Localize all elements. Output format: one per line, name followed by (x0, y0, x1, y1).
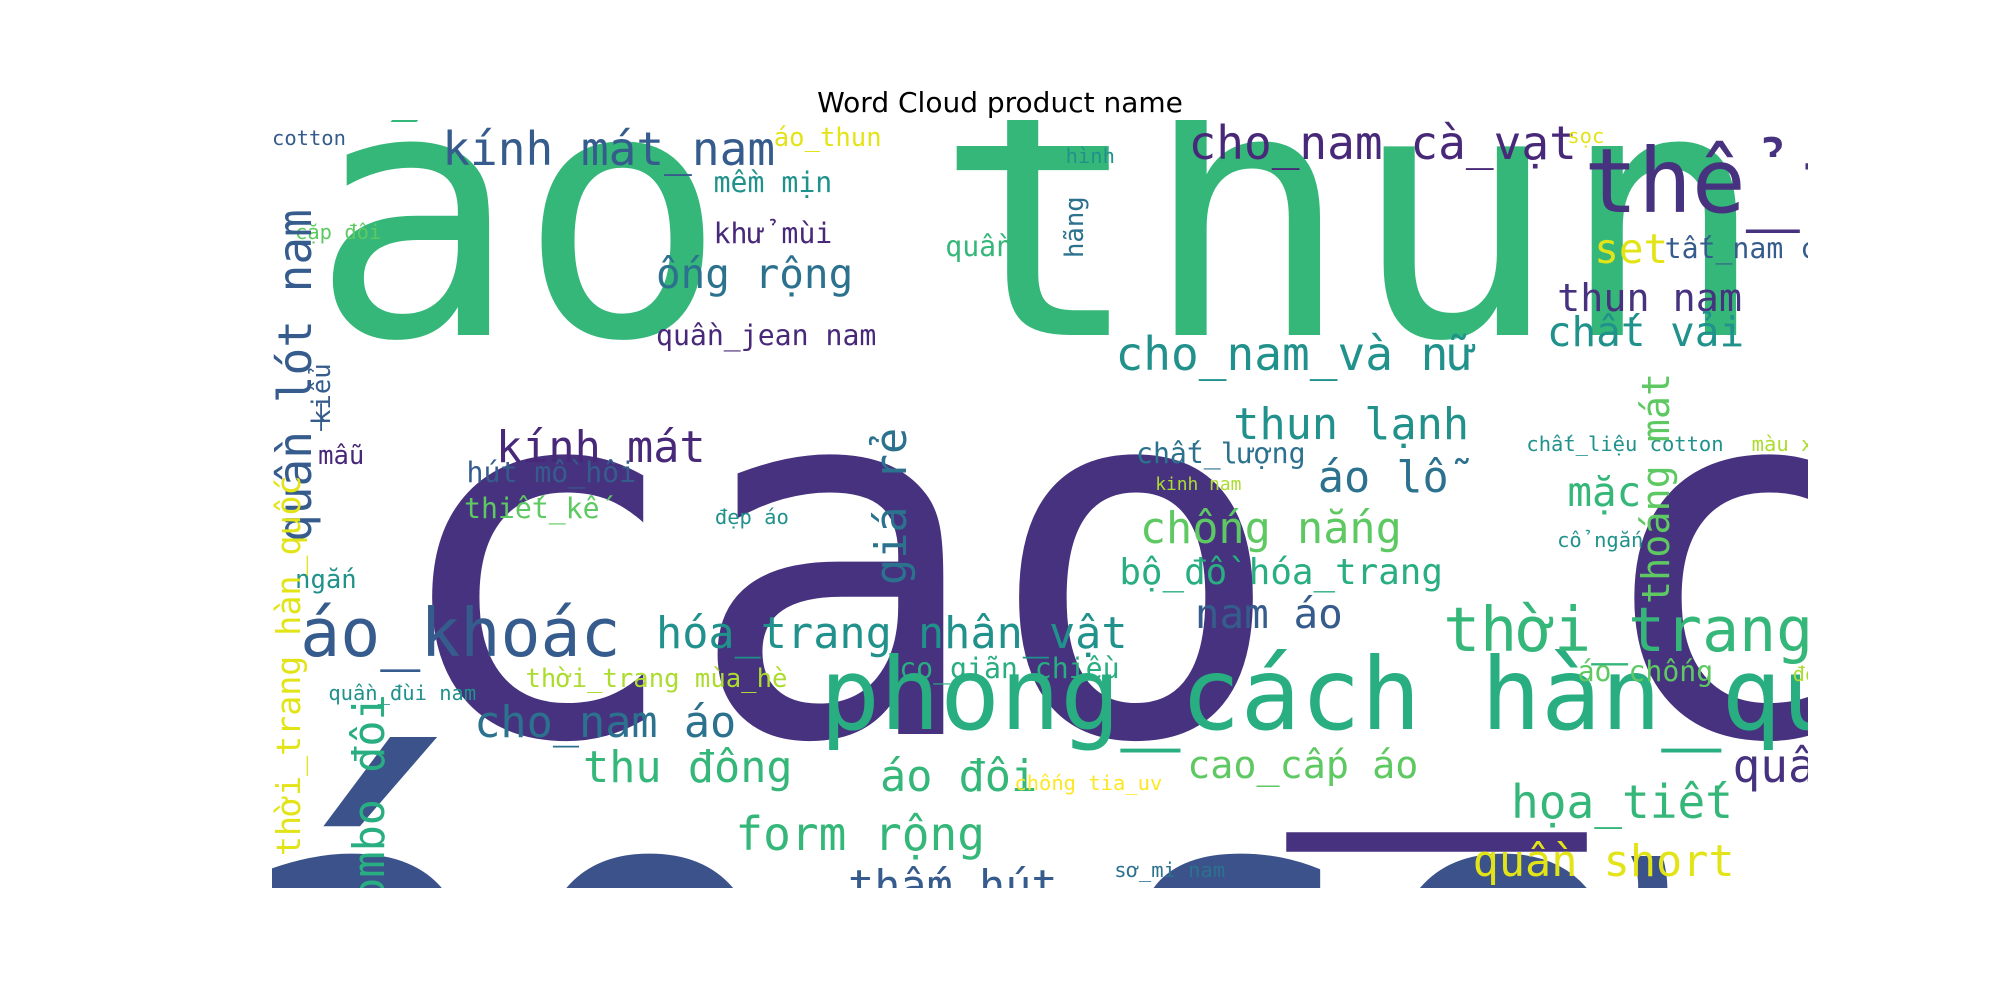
cloud-word: thiết_kế (464, 492, 600, 526)
cloud-word: quần short (1472, 836, 1735, 887)
cloud-word: form rộng (735, 807, 986, 862)
cloud-word: cao_cấp áo (1187, 743, 1419, 789)
cloud-word: sọc (1567, 124, 1605, 149)
cloud-word: đôi nam_nữ (1792, 662, 1808, 686)
cloud-word: khử mùi (713, 216, 833, 250)
cloud-word: nam áo (1194, 589, 1343, 638)
cloud-word: set (1594, 224, 1669, 273)
cloud-word: ngắn (295, 565, 357, 595)
cloud-word: bộ_đồ hóa_trang (1119, 552, 1443, 594)
cloud-word: thoáng mát (1633, 372, 1679, 604)
cloud-word: kính mát (496, 423, 706, 474)
cloud-word: áo_thun (773, 123, 882, 154)
cloud-word: thấm hút (848, 862, 1058, 888)
cloud-word: tất_nam cổ (1664, 232, 1808, 266)
cloud-word: thời_trang mùa_hè (525, 663, 788, 694)
cloud-word: thun lạnh (1233, 400, 1470, 451)
cloud-word: cho_nam cà_vạt (1188, 120, 1577, 170)
chart-title: Word Cloud product name (817, 86, 1183, 119)
cloud-word: cổ ngắn (1557, 527, 1644, 552)
cloud-word: màu xanh (1751, 431, 1808, 456)
cloud-word: kính mát_nam (442, 122, 776, 177)
cloud-word: cotton (272, 125, 346, 150)
cloud-word: áo đôi (880, 752, 1038, 803)
cloud-word: chất vải (1546, 308, 1745, 356)
cloud-word: thun nam (1557, 276, 1743, 321)
cloud-word: áo lỗ (1317, 452, 1449, 503)
cloud-word: chống tia_uv (1014, 770, 1163, 795)
cloud-word: quần_đùi nam (328, 681, 477, 706)
cloud-word: hút mồ_hôi (466, 456, 637, 490)
cloud-word: co_giãn chiều (899, 652, 1120, 686)
cloud-word: quần (945, 229, 1014, 263)
cloud-word: cặp đôi (295, 220, 382, 245)
cloud-word: áo sơ_mi (272, 715, 1808, 888)
cloud-word: kiểu (307, 362, 338, 425)
cloud-word: sơ_mi nam (1114, 857, 1226, 882)
cloud-word: họa_tiết (1511, 775, 1733, 830)
cloud-word: thời_trang hàn_quốc (272, 475, 308, 856)
cloud-word: cho_nam áo (474, 698, 737, 749)
cloud-word: giá rẻ (867, 427, 918, 585)
cloud-word: hãng (1060, 196, 1091, 259)
cloud-word: ống rộng (656, 250, 854, 299)
cloud-word: áo chống (1577, 654, 1714, 688)
cloud-word: quần_short (1732, 739, 1808, 794)
cloud-word: hóa_trang nhân_vật (656, 608, 1128, 659)
cloud-word: thu đông (583, 743, 793, 794)
cloud-word: phong_cách hàn_quốc (819, 635, 1808, 753)
cloud-word: chất_liệu cotton (1526, 431, 1724, 456)
cloud-word: chống nắng (1139, 503, 1402, 554)
cloud-word: thể_thao nam (1584, 129, 1808, 234)
cloud-word: áo thun (310, 120, 1767, 418)
cloud-word: cao_cấp (384, 271, 1808, 852)
cloud-word: chất_lượng (1136, 437, 1306, 470)
cloud-word: mẫu (318, 440, 365, 471)
cloud-word: đẹp áo (714, 504, 789, 529)
cloud-word: mềm mịn (713, 165, 833, 199)
cloud-word: thời_trang nam (1443, 595, 1808, 666)
cloud-word: kinh nam (1155, 473, 1242, 495)
cloud-word: cho_nam_và nữ (1115, 327, 1477, 382)
cloud-word: áo_khoác (300, 594, 621, 672)
cloud-word: quần_jean nam (656, 319, 877, 353)
cloud-word: hình (1065, 143, 1115, 168)
cloud-word: mặc (1567, 468, 1642, 516)
cloud-word: combo đôi (344, 694, 395, 888)
